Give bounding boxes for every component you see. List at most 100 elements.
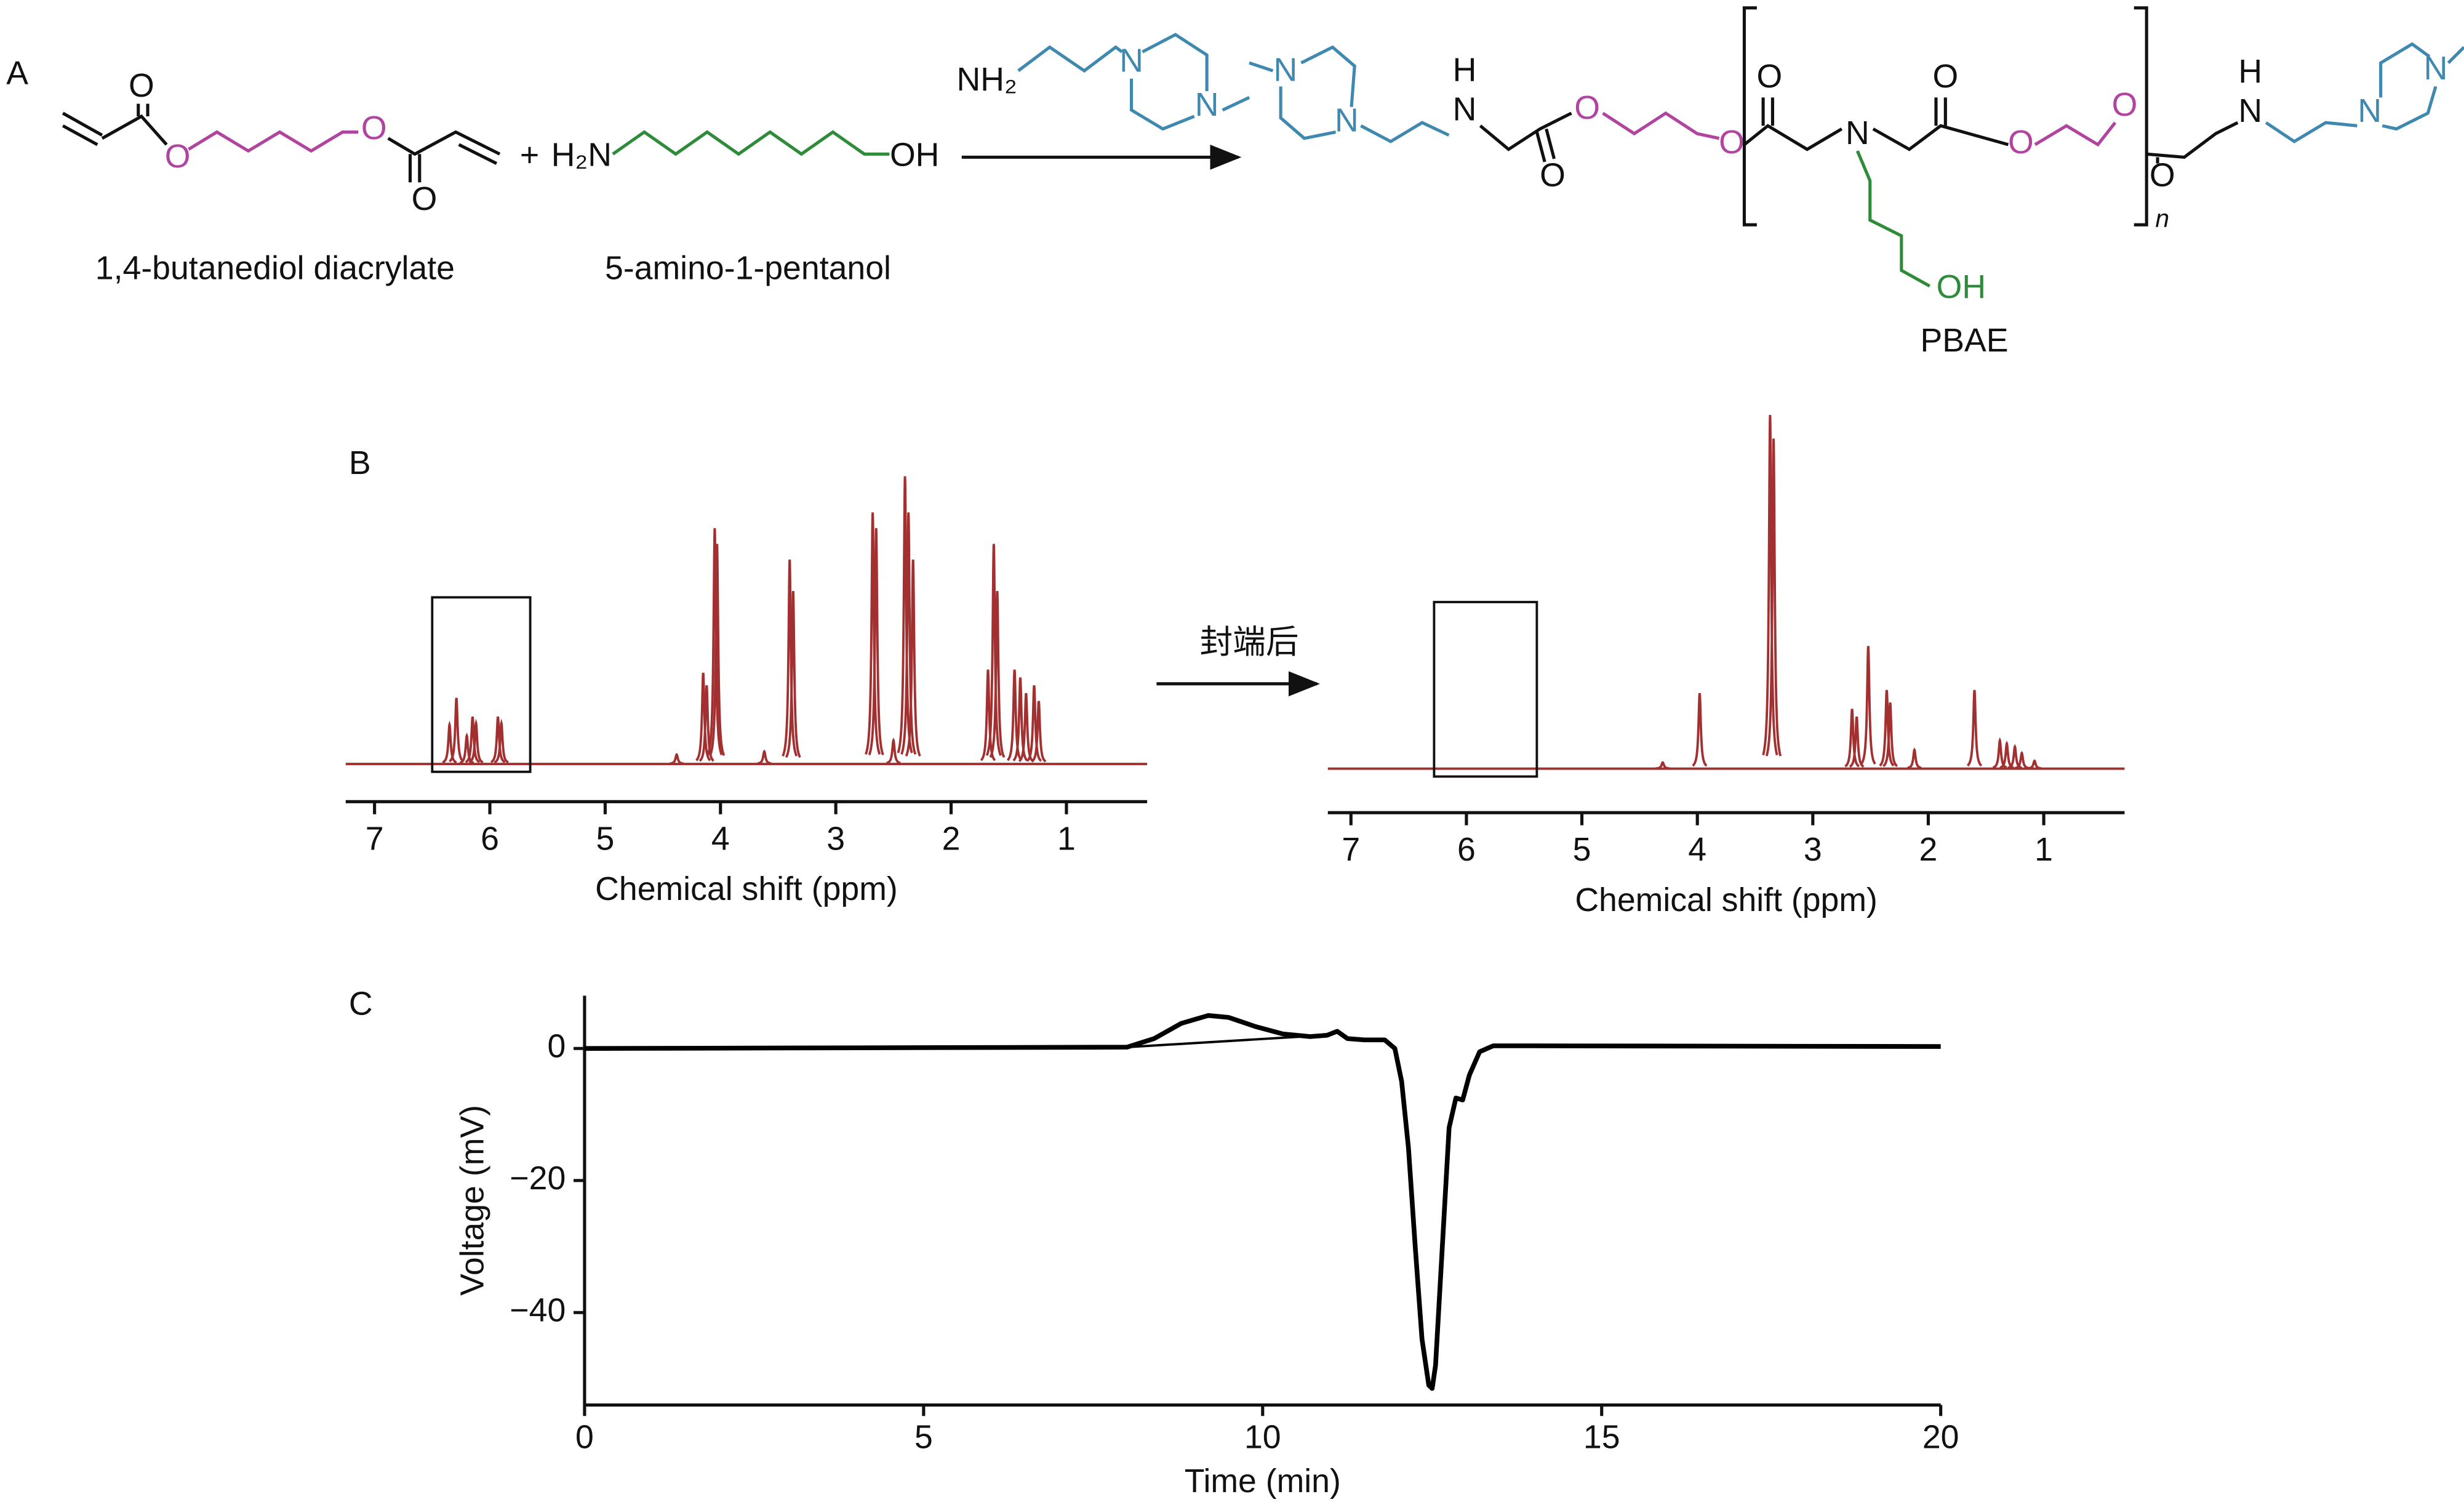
peak <box>2027 759 2042 770</box>
atom-label: O <box>1540 157 1566 194</box>
x-tick-label: 6 <box>481 820 499 857</box>
compound-name: PBAE <box>1920 322 2008 359</box>
atom-label: O <box>1932 58 1958 95</box>
x-tick-label: 5 <box>914 1419 933 1456</box>
atom-label: N <box>2358 92 2382 129</box>
atom-label: O <box>2150 157 2175 194</box>
atom-label: N <box>1119 42 1143 79</box>
atom-label: O <box>2112 86 2138 123</box>
peak <box>1844 709 1860 768</box>
peak <box>465 717 481 763</box>
x-tick-label: 7 <box>1342 831 1360 868</box>
atom-label: N <box>1846 114 1870 151</box>
peak <box>1849 717 1865 768</box>
atom-label: N <box>1453 90 1477 127</box>
peak <box>757 749 772 765</box>
highlight-box <box>431 596 532 773</box>
x-axis-label: Chemical shift (ppm) <box>1575 882 1878 918</box>
peak <box>449 697 465 763</box>
atom-label: O <box>361 110 387 147</box>
peak <box>985 544 1002 757</box>
peak <box>1018 693 1034 763</box>
atom-label: H <box>2238 53 2262 90</box>
x-axis-label: Chemical shift (ppm) <box>595 870 898 907</box>
peak <box>1879 689 1895 767</box>
atom-label: NH₂ <box>957 61 1017 98</box>
x-tick-label: 2 <box>942 820 961 857</box>
peak <box>886 737 901 765</box>
y-axis-label: Voltage (mV) <box>454 1105 490 1296</box>
x-tick-label: 5 <box>1573 831 1591 868</box>
atom-label: O <box>2008 124 2034 161</box>
atom-label: H₂N <box>551 137 612 174</box>
peak <box>670 753 684 765</box>
atom-label: O <box>1719 124 1745 161</box>
peak <box>1765 438 1782 757</box>
x-tick-label: 6 <box>1457 831 1476 868</box>
y-tick-label: 0 <box>547 1027 566 1064</box>
peak <box>1692 693 1708 767</box>
x-tick-label: 4 <box>711 820 730 857</box>
trace <box>584 1013 1941 1391</box>
peak <box>1655 761 1670 770</box>
panel-label: B <box>349 444 371 481</box>
peak <box>706 528 723 756</box>
x-tick-label: 2 <box>1919 831 1938 868</box>
peak <box>468 718 484 764</box>
peak <box>1882 702 1898 768</box>
peak <box>1031 701 1047 763</box>
atom-label: O <box>1756 58 1782 95</box>
x-tick-label: 4 <box>1688 831 1706 868</box>
arrow-label: 封端后 <box>1200 624 1299 661</box>
peak <box>989 591 1006 758</box>
peak <box>980 669 996 761</box>
peak <box>2014 750 2030 769</box>
x-tick-label: 10 <box>1244 1419 1281 1456</box>
atom-label: N <box>1195 86 1219 123</box>
peak <box>905 559 921 757</box>
repeat-index: n <box>2155 204 2169 232</box>
peak <box>1026 685 1042 762</box>
panel-label: C <box>349 985 373 1022</box>
peak <box>900 512 917 755</box>
x-tick-label: 20 <box>1922 1419 1959 1456</box>
peak <box>695 672 711 761</box>
reaction-scheme: O O O O + H₂N OH NH₂ N N N N H N O O O O… <box>62 6 2464 359</box>
atom-label: OH <box>890 137 939 174</box>
panel-label: A <box>6 55 28 92</box>
baseline <box>1127 1034 1324 1049</box>
peak <box>1012 677 1028 762</box>
atom-label: N <box>1335 102 1359 139</box>
compound-name: 5-amino-1-pentanol <box>605 249 891 286</box>
x-tick-label: 0 <box>575 1419 594 1456</box>
x-tick-label: 15 <box>1583 1419 1620 1456</box>
peak <box>490 717 506 763</box>
atom-label: H <box>1453 52 1477 89</box>
peak <box>865 512 881 755</box>
plus-sign: + <box>520 137 539 174</box>
peak <box>698 685 714 762</box>
x-tick-label: 3 <box>1804 831 1822 868</box>
x-axis-label: Time (min) <box>1185 1463 1341 1500</box>
peak <box>1860 646 1876 765</box>
atom-label: OH <box>1937 268 1986 305</box>
peak <box>1992 737 2007 769</box>
x-tick-label: 3 <box>826 820 845 857</box>
peak <box>782 559 798 757</box>
atom-label: O <box>1574 89 1600 126</box>
atom-label: N <box>1273 52 1297 89</box>
peak <box>494 718 509 764</box>
atom-label: N <box>2424 50 2448 87</box>
x-tick-label: 5 <box>596 820 614 857</box>
atom-label: O <box>165 138 191 175</box>
atom-label: O <box>412 180 438 217</box>
y-tick-label: −40 <box>510 1291 566 1328</box>
peak <box>1007 669 1023 761</box>
compound-name: 1,4-butanediol diacrylate <box>95 249 455 286</box>
peak <box>709 544 726 757</box>
peak <box>1762 415 1778 756</box>
peak <box>1966 689 1983 767</box>
y-tick-label: −20 <box>510 1160 566 1197</box>
peak <box>785 591 801 758</box>
